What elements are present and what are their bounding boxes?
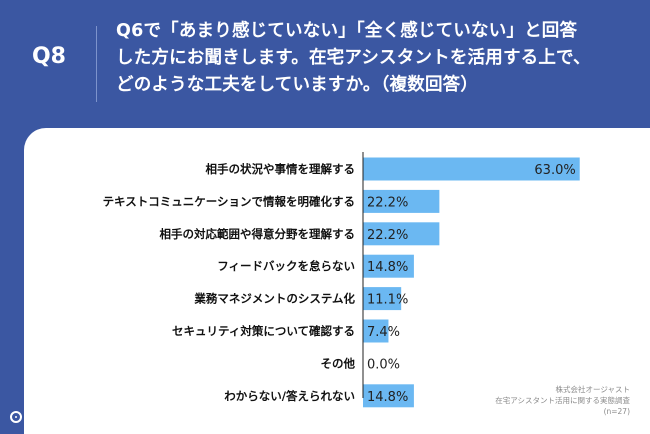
value-label: 22.2% — [367, 228, 408, 243]
bar — [363, 287, 402, 311]
source-survey: 在宅アシスタント活用に関する実態調査 — [495, 396, 630, 405]
source-sample-size: (n=27) — [603, 407, 630, 416]
value-label: 0.0% — [367, 357, 400, 372]
logo-icon — [10, 411, 22, 423]
source-note: 株式会社オージャスト 在宅アシスタント活用に関する実態調査 (n=27) — [495, 384, 630, 417]
question-line: どのような工夫をしていますか。（複数回答） — [116, 75, 479, 95]
bar — [363, 189, 440, 213]
brand-logo: リサピー — [10, 407, 82, 427]
category-label: セキュリティ対策について確認する — [172, 324, 355, 338]
header: Q8 Q6で「あまり感じていない」「全く感じていない」と回答 した方にお聞きしま… — [0, 0, 650, 128]
question-text: Q6で「あまり感じていない」「全く感じていない」と回答 した方にお聞きします。在… — [116, 18, 636, 99]
logo-text: リサピー — [26, 410, 82, 426]
value-label: 7.4% — [367, 325, 400, 340]
category-label: わからない/答えられない — [224, 389, 355, 403]
value-label: 14.8% — [367, 260, 408, 275]
category-label: 相手の対応範囲や得意分野を理解する — [160, 227, 356, 241]
category-label: 業務マネジメントのシステム化 — [193, 292, 355, 306]
bar — [363, 319, 389, 343]
bar — [363, 254, 414, 278]
value-label: 63.0% — [534, 163, 575, 178]
header-divider — [96, 26, 97, 102]
value-label: 11.1% — [367, 293, 408, 308]
value-label: 14.8% — [367, 390, 408, 405]
question-line: した方にお聞きします。在宅アシスタントを活用する上で、 — [116, 48, 591, 68]
question-number: Q8 — [31, 44, 66, 69]
bar — [363, 384, 414, 408]
category-label: フィードバックを怠らない — [217, 259, 355, 273]
bar — [363, 157, 580, 181]
question-line: Q6で「あまり感じていない」「全く感じていない」と回答 — [116, 21, 578, 41]
bar — [363, 222, 440, 246]
category-label: その他 — [321, 356, 356, 370]
source-company: 株式会社オージャスト — [555, 385, 630, 394]
category-label: テキストコミュニケーションで情報を明確化する — [103, 194, 355, 208]
category-label: 相手の状況や事情を理解する — [206, 162, 356, 176]
value-label: 22.2% — [367, 195, 408, 210]
